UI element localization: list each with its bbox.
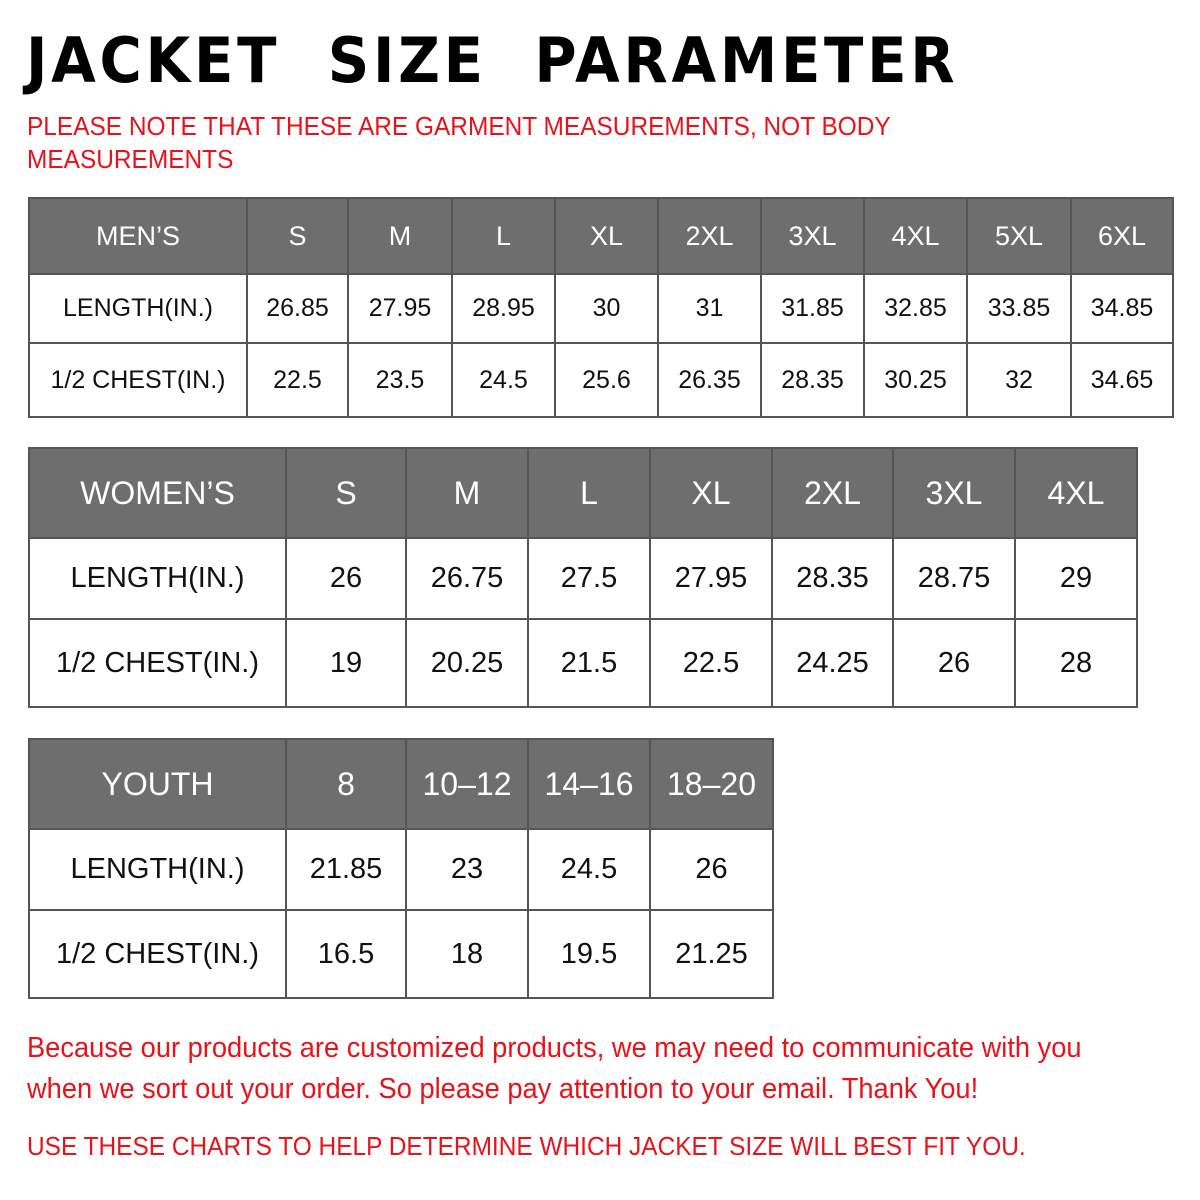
size-advice: USE THESE CHARTS TO HELP DETERMINE WHICH… [27, 1131, 1026, 1161]
measurement-cell: 22.5 [649, 618, 773, 708]
table-title-cell: WOMEN’S [28, 447, 287, 539]
measurement-cell: 30 [554, 273, 659, 344]
table-row: LENGTH(IN.) 26 26.75 27.5 27.95 28.35 28.75 29 [28, 537, 1138, 620]
page-title: JACKET SIZE PARAMETER [26, 24, 959, 97]
table-title-cell: MEN’S [28, 197, 248, 275]
youth-size-table: YOUTH 8 10–12 14–16 18–20 LENGTH(IN.) 21.85 23… [28, 738, 774, 999]
size-header-cell: 2XL [657, 197, 762, 275]
measurement-cell: 26 [285, 537, 407, 620]
measurement-cell: 26.35 [657, 342, 762, 418]
measurement-cell: 19 [285, 618, 407, 708]
table-title-cell: YOUTH [28, 738, 287, 830]
measurement-cell: 34.65 [1070, 342, 1174, 418]
measurement-cell: 21.5 [527, 618, 651, 708]
measurement-cell: 25.6 [554, 342, 659, 418]
measurement-cell: 16.5 [285, 909, 407, 999]
size-header-cell: 2XL [771, 447, 894, 539]
measurement-cell: 28.35 [760, 342, 865, 418]
size-header-cell: 4XL [1014, 447, 1138, 539]
measurement-cell: 32.85 [863, 273, 968, 344]
customization-message: Because our products are customized prod… [27, 1032, 1082, 1105]
size-header-cell: S [246, 197, 349, 275]
measurement-cell: 27.95 [649, 537, 773, 620]
measurement-cell: 21.25 [649, 909, 774, 999]
size-header-cell: M [347, 197, 453, 275]
table-row: 1/2 CHEST(IN.) 22.5 23.5 24.5 25.6 26.35 28.35… [28, 342, 1174, 418]
row-label-cell: 1/2 CHEST(IN.) [28, 909, 287, 999]
measurement-cell: 29 [1014, 537, 1138, 620]
row-label-cell: LENGTH(IN.) [28, 828, 287, 911]
measurement-cell: 28 [1014, 618, 1138, 708]
size-header-cell: 3XL [760, 197, 865, 275]
table-header-row: YOUTH 8 10–12 14–16 18–20 [28, 738, 774, 830]
size-header-cell: 18–20 [649, 738, 774, 830]
measurement-cell: 23 [405, 828, 529, 911]
measurement-cell: 22.5 [246, 342, 349, 418]
size-header-cell: XL [649, 447, 773, 539]
row-label-cell: LENGTH(IN.) [28, 273, 248, 344]
size-header-cell: L [451, 197, 556, 275]
measurement-cell: 26 [649, 828, 774, 911]
table-row: 1/2 CHEST(IN.) 19 20.25 21.5 22.5 24.25 26 28 [28, 618, 1138, 708]
measurement-cell: 26 [892, 618, 1016, 708]
measurement-cell: 30.25 [863, 342, 968, 418]
table-header-row: MEN’S S M L XL 2XL 3XL 4XL 5XL 6XL [28, 197, 1174, 275]
measurement-cell: 27.5 [527, 537, 651, 620]
measurement-cell: 32 [966, 342, 1072, 418]
measurement-cell: 23.5 [347, 342, 453, 418]
measurement-cell: 34.85 [1070, 273, 1174, 344]
size-header-cell: 10–12 [405, 738, 529, 830]
size-header-cell: L [527, 447, 651, 539]
size-header-cell: 14–16 [527, 738, 651, 830]
row-label-cell: LENGTH(IN.) [28, 537, 287, 620]
womens-size-table: WOMEN’S S M L XL 2XL 3XL 4XL LENGTH(IN.) 26 26.75… [28, 447, 1138, 708]
table-row: LENGTH(IN.) 26.85 27.95 28.95 30 31 31.85 32.85… [28, 273, 1174, 344]
measurement-cell: 28.75 [892, 537, 1016, 620]
measurement-cell: 24.5 [451, 342, 556, 418]
size-header-cell: S [285, 447, 407, 539]
measurement-cell: 33.85 [966, 273, 1072, 344]
measurement-cell: 24.25 [771, 618, 894, 708]
measurement-cell: 21.85 [285, 828, 407, 911]
row-label-cell: 1/2 CHEST(IN.) [28, 342, 248, 418]
row-label-cell: 1/2 CHEST(IN.) [28, 618, 287, 708]
size-header-cell: 4XL [863, 197, 968, 275]
measurement-cell: 24.5 [527, 828, 651, 911]
size-header-cell: 8 [285, 738, 407, 830]
mens-size-table: MEN’S S M L XL 2XL 3XL 4XL 5XL 6XL LENGTH(IN.) 26.… [28, 197, 1174, 418]
size-header-cell: 6XL [1070, 197, 1174, 275]
measurement-cell: 18 [405, 909, 529, 999]
measurement-cell: 28.95 [451, 273, 556, 344]
size-header-cell: 5XL [966, 197, 1072, 275]
size-header-cell: XL [554, 197, 659, 275]
size-header-cell: 3XL [892, 447, 1016, 539]
table-row: LENGTH(IN.) 21.85 23 24.5 26 [28, 828, 774, 911]
measurement-cell: 19.5 [527, 909, 651, 999]
table-row: 1/2 CHEST(IN.) 16.5 18 19.5 21.25 [28, 909, 774, 999]
measurement-cell: 31 [657, 273, 762, 344]
measurement-cell: 27.95 [347, 273, 453, 344]
measurement-cell: 20.25 [405, 618, 529, 708]
measurement-cell: 28.35 [771, 537, 894, 620]
measurement-note: PLEASE NOTE THAT THESE ARE GARMENT MEASU… [27, 111, 891, 174]
size-header-cell: M [405, 447, 529, 539]
measurement-cell: 26.85 [246, 273, 349, 344]
measurement-cell: 31.85 [760, 273, 865, 344]
measurement-cell: 26.75 [405, 537, 529, 620]
table-header-row: WOMEN’S S M L XL 2XL 3XL 4XL [28, 447, 1138, 539]
